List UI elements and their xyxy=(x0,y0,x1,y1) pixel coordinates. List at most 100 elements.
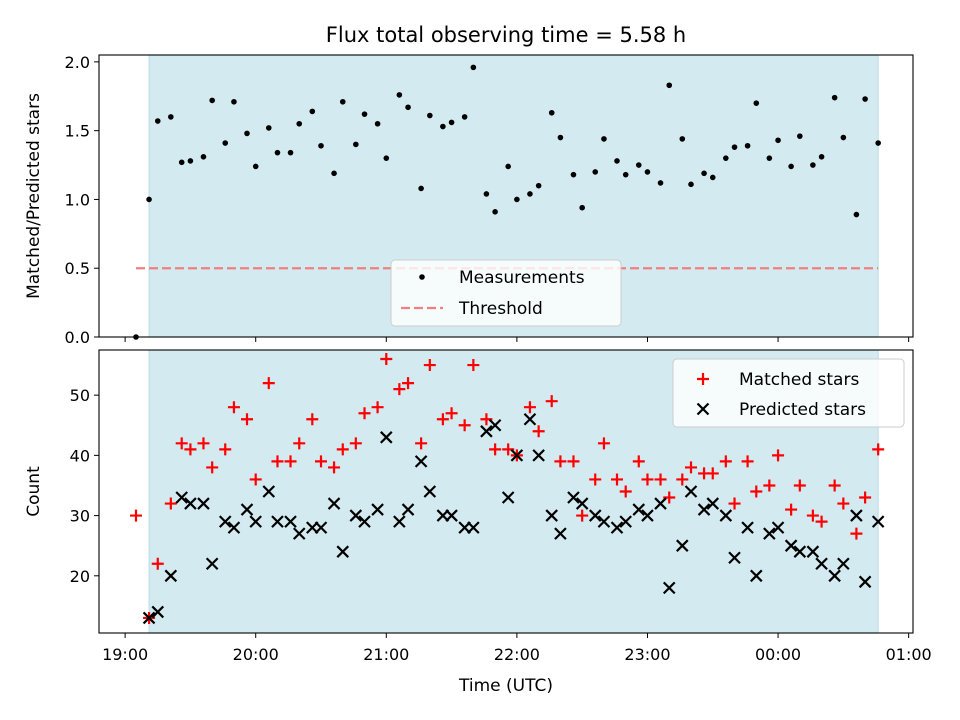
measurement-point xyxy=(492,209,498,215)
matched-star-point xyxy=(402,377,415,390)
predicted-star-point xyxy=(480,425,493,438)
predicted-star-point xyxy=(619,515,632,528)
matched-star-point xyxy=(184,443,197,456)
top-series-dot xyxy=(133,64,881,340)
predicted-star-point xyxy=(771,521,785,534)
x-tick-label: 01:00 xyxy=(886,645,932,664)
legend-label: Predicted stars xyxy=(739,400,866,420)
measurement-point xyxy=(535,182,542,189)
predicted-star-point xyxy=(175,491,188,504)
predicted-star-point xyxy=(262,485,276,498)
measurement-point xyxy=(875,140,881,146)
measurement-point xyxy=(405,104,411,111)
measurement-point xyxy=(514,196,520,203)
x-axis-label: Time (UTC) xyxy=(458,676,553,696)
measurement-point xyxy=(274,149,281,156)
predicted-star-point xyxy=(218,515,232,528)
bottom-panel: 20 30 40 50 19:00 20:00 21:00 22:00 23:00 00:00 01… xyxy=(24,349,932,664)
predicted-star-point xyxy=(184,497,197,510)
matched-star-point xyxy=(436,413,449,426)
measurement-point xyxy=(461,114,468,120)
measurement-point xyxy=(701,170,707,177)
matched-star-point xyxy=(328,461,341,474)
matched-star-point xyxy=(293,437,306,450)
measurement-point xyxy=(296,120,303,127)
predicted-star-point xyxy=(815,557,828,571)
predicted-star-point xyxy=(467,521,480,534)
matched-star-point xyxy=(728,497,741,510)
predicted-star-point xyxy=(850,509,863,522)
predicted-star-point xyxy=(828,569,841,583)
matched-star-point xyxy=(532,425,545,438)
predicted-star-point xyxy=(249,515,262,528)
predicted-star-point xyxy=(662,581,676,595)
matched-star-point xyxy=(850,527,863,540)
predicted-star-point xyxy=(380,431,393,444)
measurement-point xyxy=(753,100,760,106)
top-y-tick-label: 2.0 xyxy=(65,53,90,72)
measurement-point xyxy=(353,141,359,148)
matched-star-point xyxy=(741,455,754,468)
matched-star-point xyxy=(284,455,297,468)
measurement-point xyxy=(635,162,642,168)
matched-star-point xyxy=(206,461,219,474)
top-y-axis-label: Matched/Predicted stars xyxy=(24,93,44,299)
measurement-point xyxy=(244,130,250,137)
measurement-point xyxy=(231,98,237,105)
matched-star-point xyxy=(632,455,645,468)
matched-star-point xyxy=(706,467,719,480)
top-axes-frame xyxy=(98,54,914,338)
legend-label: Matched stars xyxy=(739,370,859,390)
measurement-point xyxy=(318,142,324,149)
measurement-point xyxy=(427,112,433,119)
matched-star-point xyxy=(619,485,632,498)
matched-star-point xyxy=(567,455,580,468)
measurement-point xyxy=(178,159,185,166)
predicted-star-point xyxy=(164,569,178,583)
bottom-y-tick-label: 40 xyxy=(70,446,90,465)
predicted-star-point xyxy=(197,497,210,510)
measurement-point xyxy=(557,134,564,141)
matched-star-point xyxy=(358,407,371,420)
matched-star-point xyxy=(130,509,142,522)
top-y-tick-label: 0.0 xyxy=(65,328,90,347)
top-y-tick-label: 0.5 xyxy=(65,259,90,278)
measurement-point xyxy=(168,114,174,120)
predicted-star-point xyxy=(763,527,776,540)
matched-star-point xyxy=(219,443,232,456)
measurement-point xyxy=(383,155,390,161)
measurement-point xyxy=(644,169,651,175)
predicted-star-point xyxy=(654,497,667,510)
legend-predicted-marker xyxy=(696,402,710,416)
predicted-star-point xyxy=(414,455,428,468)
measurement-point xyxy=(209,97,215,104)
matched-star-point xyxy=(750,485,763,498)
measurement-point xyxy=(265,125,272,131)
matched-star-point xyxy=(423,359,436,372)
predicted-star-point xyxy=(676,539,689,552)
matched-star-point xyxy=(262,377,275,390)
measurement-point xyxy=(601,136,607,142)
matched-star-point xyxy=(872,443,885,456)
chart-title: Flux total observing time = 5.58 h xyxy=(326,23,686,47)
measurement-point xyxy=(731,144,738,150)
predicted-star-point xyxy=(858,575,872,589)
legend-label: Threshold xyxy=(458,299,543,319)
bottom-legend: Matched stars Predicted stars xyxy=(672,358,905,428)
bottom-series-plus xyxy=(130,353,885,624)
measurement-point xyxy=(688,181,694,188)
predicted-star-point xyxy=(393,515,406,528)
legend-label: Measurements xyxy=(459,268,585,288)
measurement-point xyxy=(853,211,860,218)
matched-star-point xyxy=(676,473,689,486)
predicted-star-point xyxy=(358,515,371,528)
predicted-star-point xyxy=(523,412,537,426)
matched-star-point xyxy=(415,437,428,450)
predicted-star-point xyxy=(423,485,437,498)
legend-measurement-marker xyxy=(419,274,425,280)
predicted-star-point xyxy=(151,605,165,619)
matched-star-point xyxy=(785,503,798,516)
measurement-point xyxy=(483,191,490,197)
matched-star-point xyxy=(719,455,732,468)
